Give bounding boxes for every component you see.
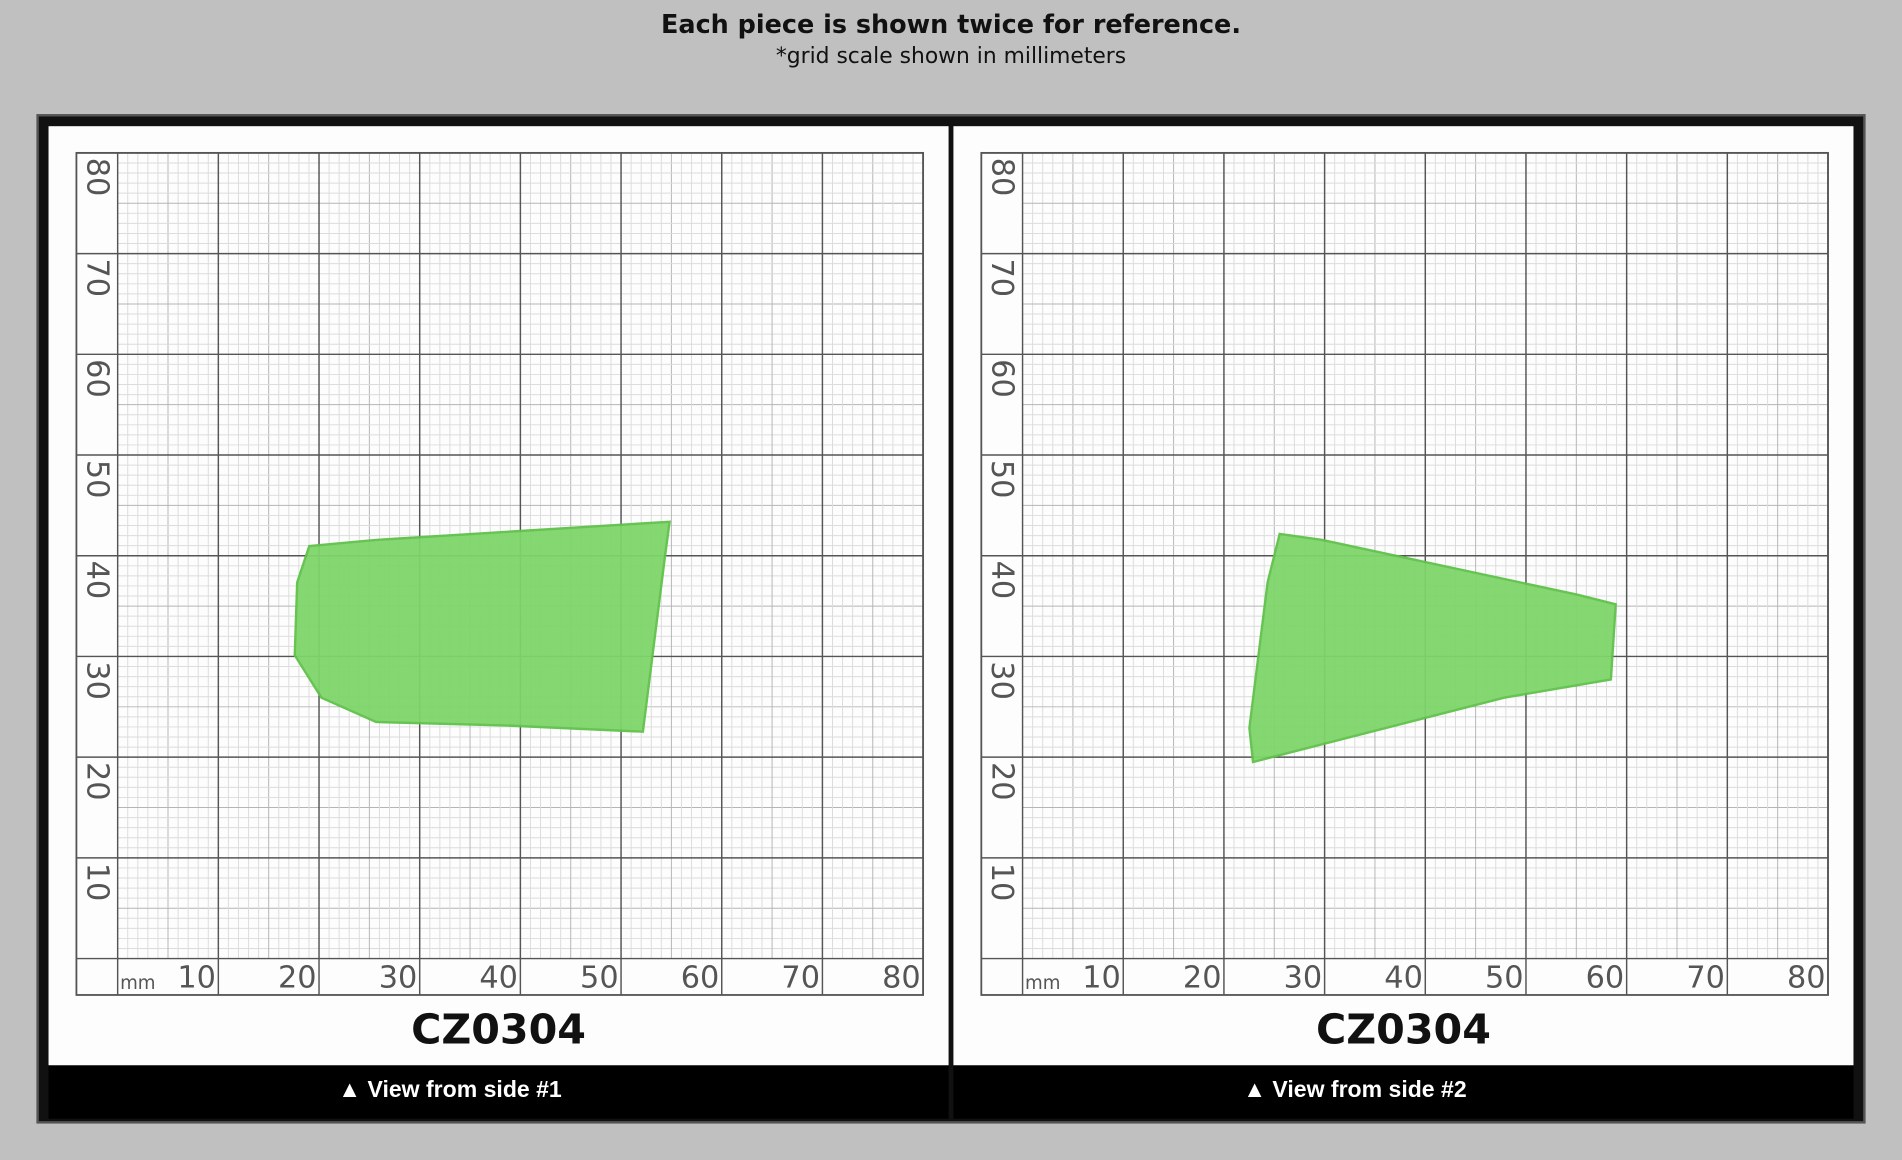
y-label: 20	[984, 762, 1019, 801]
y-label: 60	[79, 359, 114, 398]
y-label: 40	[984, 561, 1019, 600]
x-label: 80	[1787, 961, 1826, 996]
y-label: 10	[79, 863, 114, 902]
y-label: 80	[79, 158, 114, 197]
unit-label: mm	[120, 973, 155, 994]
x-label: 70	[781, 961, 820, 996]
x-label: 10	[177, 961, 216, 996]
y-label: 40	[79, 561, 114, 600]
caption-bar	[953, 1065, 1854, 1119]
y-label: 30	[79, 661, 114, 700]
x-label: 30	[1284, 961, 1323, 996]
gemstone	[293, 520, 671, 733]
x-label: 40	[479, 961, 518, 996]
x-label: 20	[1183, 961, 1222, 996]
x-label: 10	[1082, 961, 1121, 996]
y-label: 80	[984, 158, 1019, 197]
y-label: 70	[984, 258, 1019, 297]
x-label: 20	[278, 961, 317, 996]
x-label: 40	[1384, 961, 1423, 996]
caption-bar	[48, 1065, 949, 1119]
grid-border	[75, 151, 925, 996]
x-label: 70	[1686, 961, 1725, 996]
product-code: CZ0304	[411, 1006, 586, 1054]
y-label: 60	[984, 359, 1019, 398]
y-label: 50	[984, 460, 1019, 499]
x-label: 80	[882, 961, 921, 996]
y-label: 30	[984, 661, 1019, 700]
caption: ▲ View from side #1	[338, 1076, 562, 1102]
product-code: CZ0304	[1316, 1006, 1491, 1054]
x-label: 50	[1485, 961, 1524, 996]
x-label: 60	[1586, 961, 1625, 996]
caption: ▲ View from side #2	[1243, 1076, 1466, 1102]
subtitle: *grid scale shown in millimeters	[776, 44, 1126, 69]
y-label: 20	[79, 762, 114, 801]
x-label: 30	[379, 961, 418, 996]
unit-label: mm	[1025, 973, 1060, 994]
y-label: 10	[984, 863, 1019, 902]
gemstone	[1248, 532, 1618, 764]
title: Each piece is shown twice for reference.	[661, 10, 1241, 40]
grid-border	[980, 151, 1829, 996]
y-label: 50	[79, 460, 114, 499]
x-label: 50	[580, 961, 619, 996]
x-label: 60	[681, 961, 720, 996]
y-label: 70	[79, 258, 114, 297]
